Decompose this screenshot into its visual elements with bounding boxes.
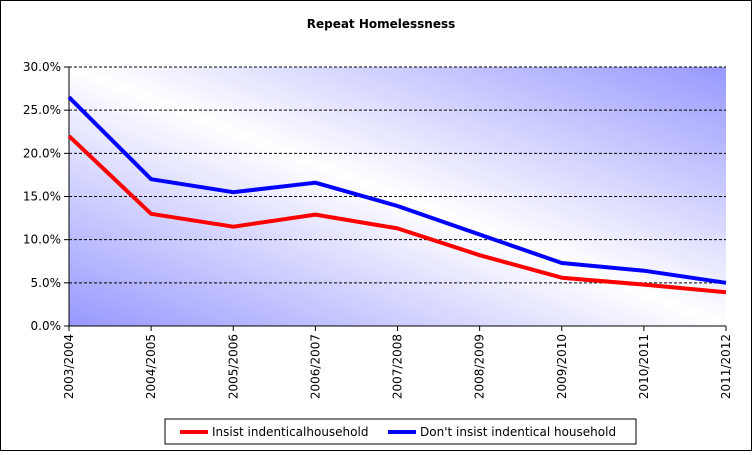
legend-label-dont-insist: Don't insist indentical household xyxy=(420,425,616,439)
y-tick-label: 0.0% xyxy=(31,319,62,333)
series-line-insist xyxy=(67,134,727,295)
chart-title: Repeat Homelessness xyxy=(307,17,456,31)
x-tick-label: 2004/2005 xyxy=(144,334,158,399)
x-tick-label: 2011/2012 xyxy=(719,334,733,399)
x-tick-label: 2003/2004 xyxy=(62,334,76,399)
x-tick-label: 2009/2010 xyxy=(555,334,569,399)
x-tick-label: 2007/2008 xyxy=(391,334,405,399)
y-tick-label: 30.0% xyxy=(23,60,61,74)
x-tick-label: 2010/2011 xyxy=(637,334,651,399)
y-tick-label: 10.0% xyxy=(23,233,61,247)
x-axis: 2003/2004 2004/2005 2005/2006 2006/2007 2007… xyxy=(62,325,733,399)
series-line-dont-insist xyxy=(67,95,727,285)
y-tick-label: 15.0% xyxy=(23,190,61,204)
x-tick-label: 2008/2009 xyxy=(473,334,487,399)
y-tick-label: 25.0% xyxy=(23,103,61,117)
plot-area xyxy=(69,67,726,326)
y-tick-label: 5.0% xyxy=(31,276,62,290)
x-tick-label: 2005/2006 xyxy=(226,334,240,399)
legend-label-insist: Insist indenticalhousehold xyxy=(212,425,368,439)
y-tick-label: 20.0% xyxy=(23,146,61,160)
y-axis: 0.0% 5.0% 10.0% 15.0% 20.0% 25.0% 30.0% xyxy=(23,60,70,333)
x-tick-label: 2006/2007 xyxy=(308,334,322,399)
legend: Insist indenticalhousehold Don't insist … xyxy=(164,418,637,445)
series-lines xyxy=(67,95,727,295)
